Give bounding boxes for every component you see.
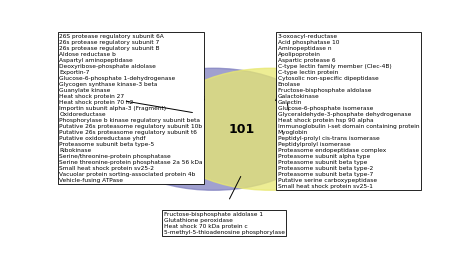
Text: ES EVs: ES EVs bbox=[171, 94, 205, 103]
Text: 3-oxoacyl-reductase
Acid phosphatase 10
Aminopeptidase n
Apolipoprotein
Aspartic: 3-oxoacyl-reductase Acid phosphatase 10 … bbox=[278, 34, 419, 189]
Text: 26S protease regulatory subunit 6A
26s protease regulatory subunit 7
26s proteas: 26S protease regulatory subunit 6A 26s p… bbox=[59, 34, 203, 183]
Text: ABF EVs: ABF EVs bbox=[275, 94, 317, 103]
Circle shape bbox=[160, 68, 381, 190]
Text: Fructose-bisphosphate aldolase 1
Glutathione peroxidase
Heat shock 70 kDa protei: Fructose-bisphosphate aldolase 1 Glutath… bbox=[164, 211, 285, 235]
Text: 167: 167 bbox=[156, 123, 182, 136]
Text: 24: 24 bbox=[306, 123, 323, 136]
Text: 101: 101 bbox=[229, 123, 255, 136]
Circle shape bbox=[103, 68, 324, 190]
